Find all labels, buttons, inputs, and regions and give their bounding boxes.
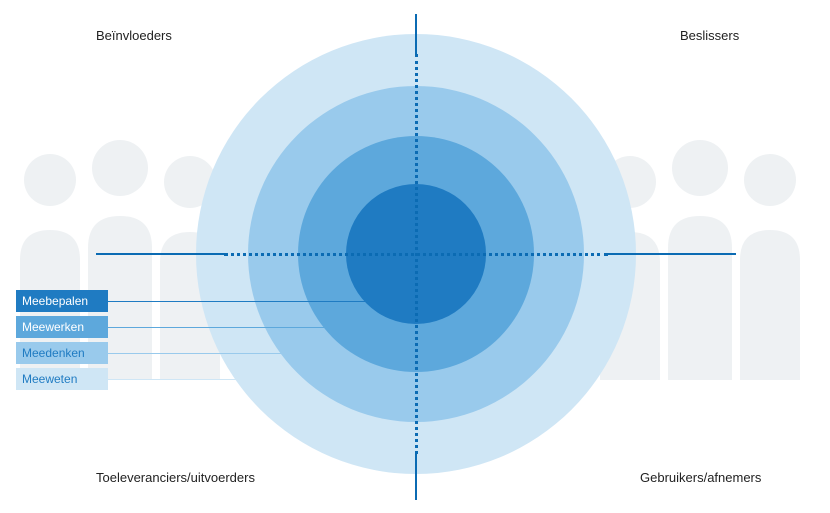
legend-chip: Meebepalen (16, 290, 108, 312)
quadrant-label-top-right: Beslissers (680, 28, 739, 43)
legend-connector (108, 379, 253, 380)
quadrant-label-bottom-right: Gebruikers/afnemers (640, 470, 761, 485)
legend-connector (108, 353, 298, 354)
legend: Meebepalen Meewerken Meedenken Meeweten (16, 290, 377, 394)
legend-chip: Meewerken (16, 316, 108, 338)
legend-chip: Meedenken (16, 342, 108, 364)
axis-solid-left (96, 253, 224, 255)
quadrant-label-top-left: Beïnvloeders (96, 28, 172, 43)
quadrant-label-bottom-left: Toeleveranciers/uitvoerders (96, 470, 255, 485)
legend-row: Meeweten (16, 368, 377, 390)
legend-connector (108, 327, 341, 328)
axis-solid-top (415, 14, 417, 54)
axis-solid-bottom (415, 454, 417, 500)
axis-dotted-vertical (415, 54, 418, 454)
axis-solid-right (608, 253, 736, 255)
stakeholder-diagram: { "diagram": { "type": "concentric-quadr… (0, 0, 830, 513)
legend-row: Meebepalen (16, 290, 377, 312)
legend-row: Meedenken (16, 342, 377, 364)
legend-connector (108, 301, 377, 302)
legend-row: Meewerken (16, 316, 377, 338)
legend-chip: Meeweten (16, 368, 108, 390)
